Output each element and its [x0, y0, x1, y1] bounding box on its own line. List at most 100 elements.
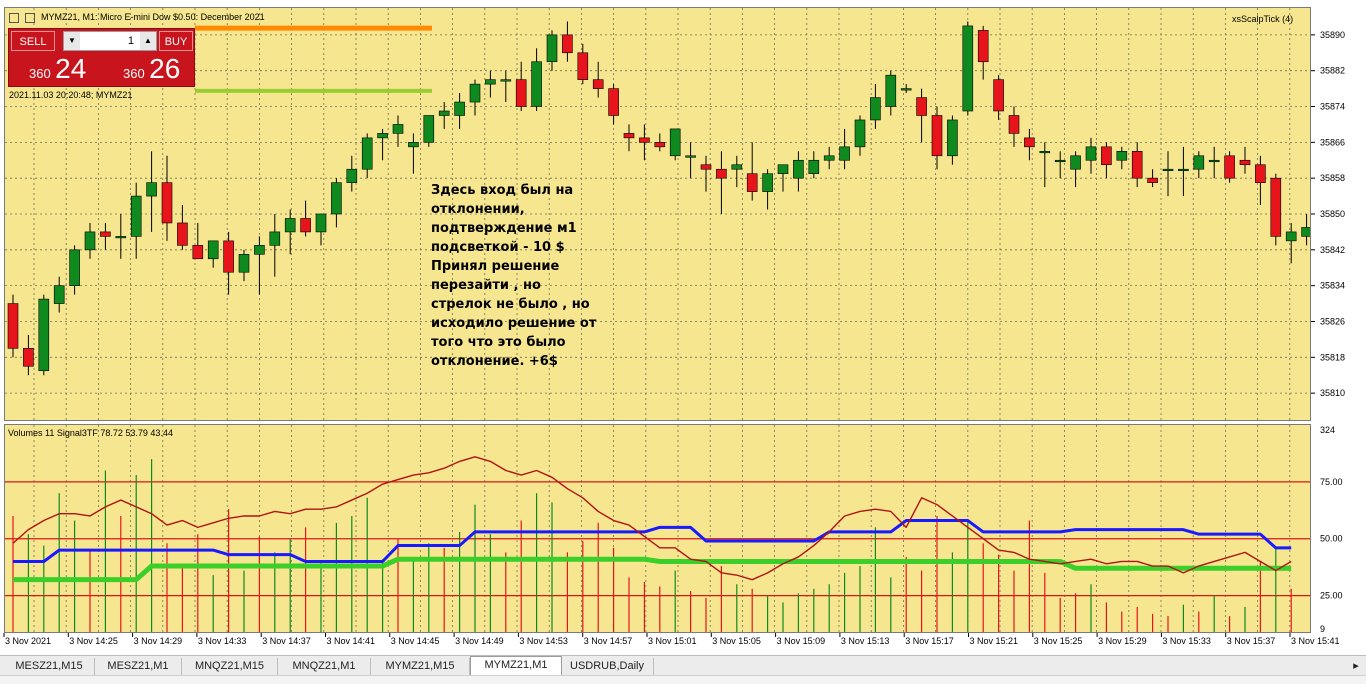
bear-candle — [1131, 151, 1143, 179]
indicator-pane[interactable]: Volumes 11 Signal3TF 78.72 53.79 43.44 — [4, 424, 1311, 633]
bear-candle — [1008, 115, 1020, 134]
sell-price[interactable]: 360 24 — [29, 53, 86, 85]
tab-mymz21-m1[interactable]: MYMZ21,M1 — [470, 656, 562, 677]
tab-mymz21-m15[interactable]: MYMZ21,M15 — [371, 658, 470, 675]
bull-candle — [500, 79, 512, 82]
tabs-scroll-icon[interactable]: ▸ — [1353, 660, 1359, 672]
sell-button[interactable]: SELL — [11, 31, 55, 51]
indicator-name-label: xsScalpTick (4) — [1232, 14, 1294, 24]
bear-candle — [993, 79, 1004, 112]
bull-candle — [808, 159, 820, 174]
x-tick-label: 3 Nov 14:25 — [69, 636, 118, 646]
bull-candle — [392, 124, 404, 134]
x-tick-label: 3 Nov 15:05 — [712, 636, 761, 646]
bull-candle — [1208, 159, 1220, 163]
bull-candle — [1162, 168, 1174, 172]
indicator-level-label: 75.00 — [1320, 477, 1343, 487]
tab-mnqz21-m1[interactable]: MNQZ21,M1 — [278, 658, 371, 675]
x-tick-label: 3 Nov 2021 — [5, 636, 51, 646]
x-tick-label: 3 Nov 14:41 — [327, 636, 376, 646]
quantity-value[interactable]: 1 — [127, 35, 134, 47]
bull-candle — [762, 173, 773, 192]
bear-candle — [623, 133, 635, 139]
window-menu-icon[interactable] — [9, 12, 19, 23]
bear-candle — [654, 142, 666, 148]
bull-candle — [130, 195, 142, 237]
bear-candle — [1147, 177, 1158, 183]
buy-price-main: 26 — [149, 53, 181, 84]
bull-candle — [361, 137, 373, 170]
y-tick-label: 35810 — [1320, 388, 1345, 398]
bull-candle — [731, 164, 743, 170]
quantity-stepper[interactable]: ▼ 1 ▲ — [63, 31, 157, 51]
chart-title-text: MYMZ21, M1: Micro E-mini Dow $0.50: Dece… — [41, 12, 265, 22]
price-chart-pane[interactable]: MYMZ21, M1: Micro E-mini Dow $0.50: Dece… — [4, 7, 1311, 421]
annotation-text: Здесь вход был на отклонении, подтвержде… — [431, 181, 603, 371]
bear-candle — [592, 79, 604, 89]
bear-candle — [716, 168, 727, 179]
annotation-line: перезайти , но — [431, 278, 541, 293]
annotation-line: отклонении, — [431, 202, 525, 217]
bull-candle — [1178, 168, 1189, 172]
x-tick-label: 3 Nov 15:29 — [1098, 636, 1147, 646]
bull-candle — [207, 240, 219, 260]
tab-mesz21-m15[interactable]: MESZ21,M15 — [4, 658, 95, 675]
quantity-down-icon[interactable]: ▼ — [64, 32, 80, 50]
horizontal-scrollbar[interactable] — [0, 675, 1366, 684]
annotation-line: того что это было — [431, 335, 566, 350]
bull-candle — [1285, 231, 1297, 242]
window-maximize-icon[interactable] — [24, 12, 35, 23]
bull-candle — [346, 168, 358, 183]
bear-candle — [23, 348, 34, 367]
bull-candle — [1085, 146, 1097, 161]
tab-mnqz21-m15[interactable]: MNQZ21,M15 — [182, 658, 278, 675]
buy-price-prefix: 360 — [123, 66, 145, 81]
bull-candle — [377, 133, 388, 139]
x-tick-label: 3 Nov 14:45 — [391, 636, 440, 646]
annotation-line: стрелок не было , но — [431, 297, 590, 312]
buy-price[interactable]: 360 26 — [123, 53, 180, 85]
tab-usdrub-daily[interactable]: USDRUB,Daily — [561, 658, 654, 675]
x-tick-label: 3 Nov 14:33 — [198, 636, 247, 646]
bear-candle — [100, 231, 111, 237]
quantity-up-icon[interactable]: ▲ — [140, 32, 156, 50]
bull-candle — [870, 97, 881, 121]
bull-candle — [423, 115, 435, 143]
bear-candle — [608, 88, 619, 116]
blue-series-line — [13, 519, 1292, 563]
bear-candle — [1255, 164, 1266, 183]
green-series-line — [13, 556, 1292, 583]
bull-candle — [885, 74, 897, 107]
bear-candle — [177, 222, 188, 246]
chart-tabs-bar: MESZ21,M15 MESZ21,M1 MNQZ21,M15 MNQZ21,M… — [0, 655, 1366, 677]
annotation-line: отклонение. +6$ — [431, 354, 558, 369]
bull-candle — [685, 155, 696, 158]
annotation-line: Здесь вход был на — [431, 183, 574, 198]
bull-candle — [53, 285, 65, 304]
sell-price-prefix: 360 — [29, 66, 51, 81]
bull-candle — [69, 249, 80, 286]
chart-title: MYMZ21, M1: Micro E-mini Dow $0.50: Dece… — [9, 12, 265, 23]
tab-mesz21-m1[interactable]: MESZ21,M1 — [95, 658, 182, 675]
bear-candle — [1024, 137, 1035, 148]
bull-candle — [962, 25, 974, 112]
bear-candle — [639, 137, 650, 143]
buy-button[interactable]: BUY — [159, 31, 193, 51]
bull-candle — [84, 231, 96, 251]
x-tick-label: 3 Nov 15:37 — [1227, 636, 1276, 646]
bear-candle — [577, 52, 589, 80]
annotation-line: Принял решение — [431, 259, 560, 274]
y-tick-label: 35874 — [1320, 102, 1345, 112]
bull-candle — [438, 110, 450, 116]
price-chart-svg — [5, 8, 1310, 420]
y-tick-label: 35882 — [1320, 66, 1345, 76]
bear-candle — [7, 303, 19, 349]
bull-candle — [485, 79, 496, 85]
bull-candle — [408, 142, 419, 148]
y-tick-label: 35850 — [1320, 209, 1345, 219]
bull-candle — [254, 245, 265, 255]
bull-candle — [454, 101, 465, 116]
bear-candle — [1101, 146, 1112, 166]
x-tick-label: 3 Nov 14:49 — [455, 636, 504, 646]
indicator-level-label: 9 — [1320, 624, 1325, 634]
